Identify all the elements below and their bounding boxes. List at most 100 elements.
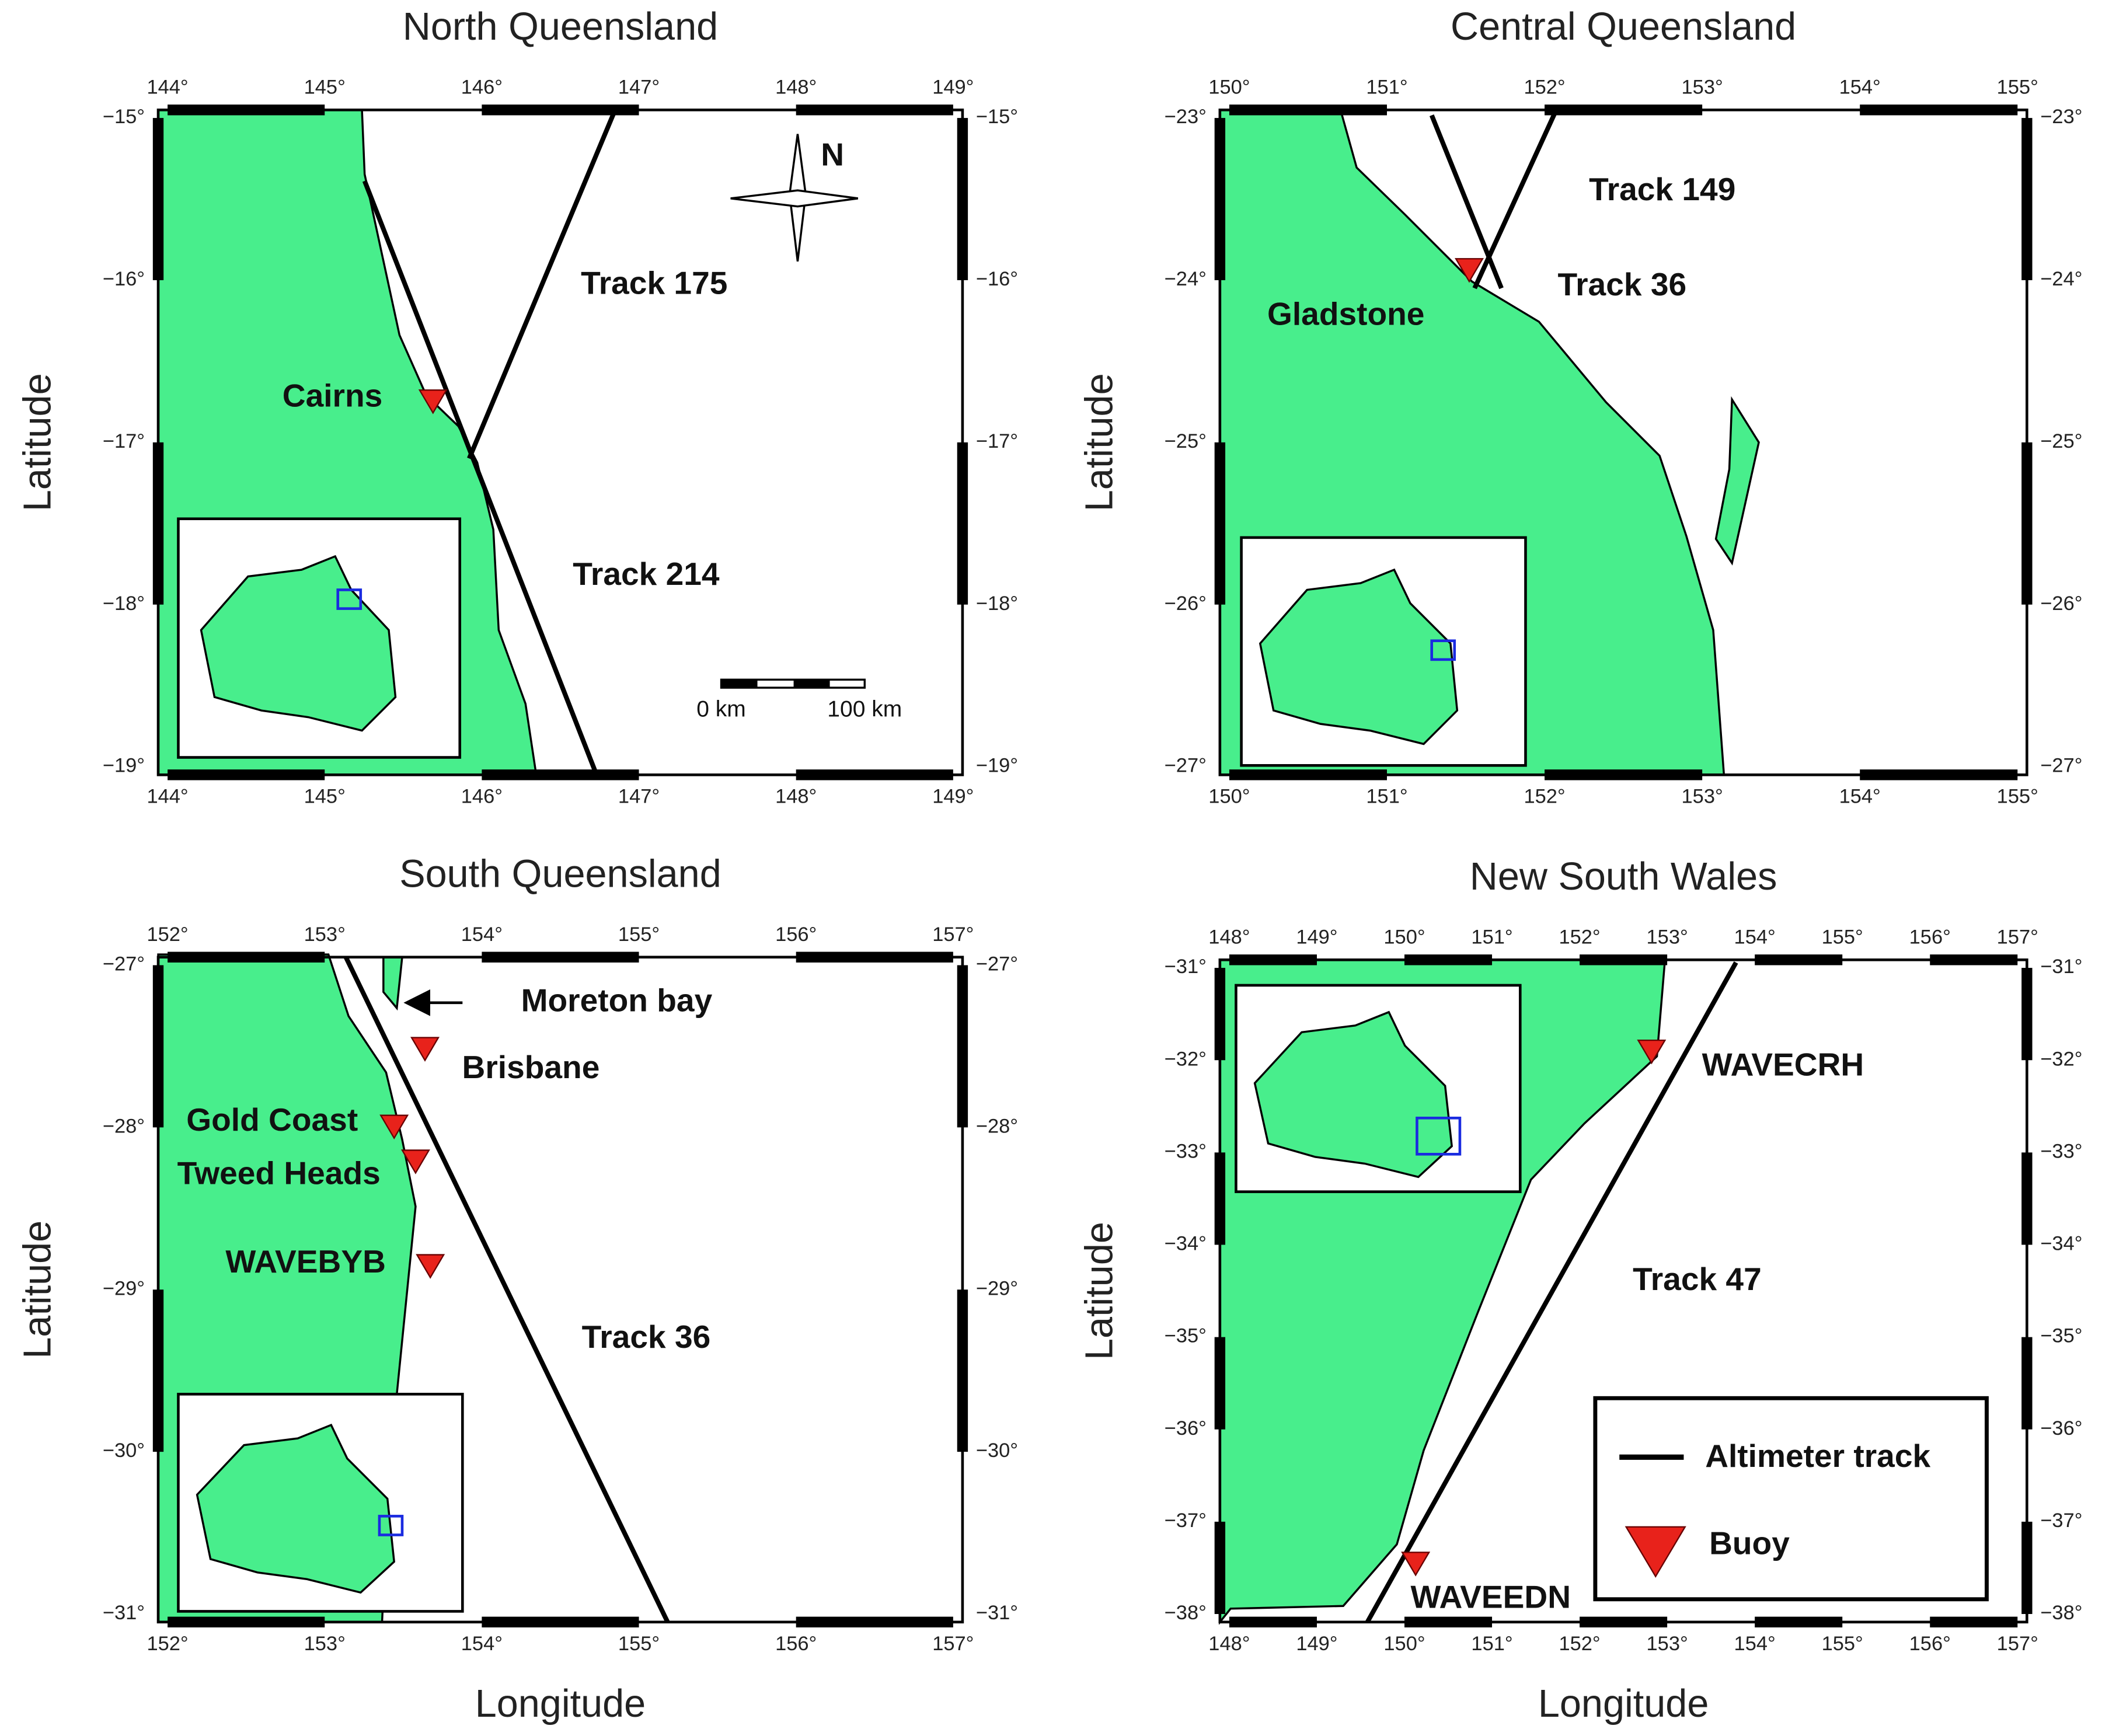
frame-bar [1214,968,1226,1061]
buoy [410,1037,440,1062]
lon-tick-label: 146° [461,76,503,99]
frame-bar [168,1616,325,1627]
lon-tick-label: 153° [1647,1633,1688,1655]
lon-tick-label: 150° [1383,1633,1425,1655]
map-label: Brisbane [462,1049,600,1085]
panel-title: Central Queensland [1451,5,1796,48]
frame-bar [796,1616,953,1627]
lon-tick-label: 157° [932,1633,974,1655]
lon-tick-label: 154° [1734,1633,1776,1655]
lon-tick-label: 150° [1208,786,1250,808]
lat-tick-label: −34° [1165,1233,1207,1255]
lat-tick-label: −24° [2040,268,2082,290]
lon-tick-label: 150° [1383,926,1425,949]
frame-bar [152,118,164,280]
lat-tick-label: −17° [976,430,1018,452]
lat-tick-label: −33° [1165,1140,1207,1162]
frame-bar [1229,1616,1317,1627]
lat-tick-label: −32° [2040,1048,2082,1070]
lon-tick-label: 150° [1208,76,1250,99]
panel-title: North Queensland [403,5,718,48]
frame-bar [1214,1337,1226,1430]
frame-bar [1404,954,1493,965]
lat-tick-label: −31° [2040,956,2082,978]
frame-bar [1930,954,2018,965]
lat-tick-label: −16° [976,268,1018,290]
frame-bar [957,965,968,1128]
frame-bar [1545,769,1703,780]
x-axis-label: Longitude [1538,1682,1709,1725]
map-south-queensland [157,953,670,1623]
frame-bar [2021,1521,2033,1615]
lon-tick-label: 145° [304,76,346,99]
lat-tick-label: −37° [1165,1510,1207,1532]
lat-tick-label: −29° [976,1277,1018,1299]
map-label: Cairns [283,378,383,414]
map-label: WAVEBYB [225,1243,386,1280]
buoy [416,1254,445,1279]
map-new-south-wales [1219,958,1989,1625]
frame-bar [796,104,953,116]
lat-tick-label: −38° [2040,1602,2082,1624]
frame-bar [1214,1521,1226,1615]
lon-tick-label: 155° [618,923,660,946]
legend-label: Buoy [1709,1525,1790,1561]
lon-tick-label: 153° [304,923,346,946]
frame-bar [796,951,953,963]
frame-bar [957,1289,968,1452]
map-label: Gold Coast [186,1101,358,1138]
lon-tick-label: 151° [1366,76,1407,99]
lat-tick-label: −36° [2040,1417,2082,1439]
north-label: N [821,136,844,172]
inset [177,517,462,759]
frame-bar [1229,104,1388,116]
lon-tick-label: 157° [1997,926,2038,949]
lon-tick-label: 149° [932,786,974,808]
inset [177,1393,464,1613]
map-label: Track 214 [573,556,720,592]
lon-tick-label: 152° [1559,1633,1600,1655]
frame-bar [957,118,968,280]
frame-bar [1860,104,2018,116]
map-label: Track 149 [1589,171,1735,207]
lon-tick-label: 148° [1208,926,1250,949]
lat-tick-label: −16° [103,268,145,290]
lat-tick-label: −30° [103,1439,145,1462]
map-central-queensland [1219,109,1760,776]
frame-bar [2021,1337,2033,1430]
lon-tick-label: 154° [1734,926,1776,949]
frame-bar [1214,442,1226,605]
north-arrow [730,134,859,262]
scale-label: 0 km [696,696,746,721]
lat-tick-label: −26° [2040,592,2082,615]
lon-tick-label: 156° [1909,1633,1951,1655]
frame-bar [1580,954,1668,965]
lon-tick-label: 147° [618,76,660,99]
lon-tick-label: 152° [147,923,188,946]
lat-tick-label: −31° [976,1602,1018,1624]
frame-bar [482,1616,639,1627]
frame-bar [168,104,325,116]
inset [1235,984,1522,1193]
inset [1240,536,1527,767]
lat-tick-label: −24° [1165,268,1207,290]
frame-bar [1860,769,2018,780]
frame-bar [1580,1616,1668,1627]
frame-bar [168,769,325,780]
frame-bar [1930,1616,2018,1627]
legend [1593,1396,1989,1602]
lat-tick-label: −18° [103,592,145,615]
buoy [379,1114,409,1140]
lat-tick-label: −19° [976,755,1018,777]
lon-tick-label: 155° [1997,786,2038,808]
lat-tick-label: −25° [2040,430,2082,452]
lat-tick-label: −27° [103,953,145,975]
lon-tick-label: 157° [932,923,974,946]
lon-tick-label: 156° [775,923,817,946]
map-label: Track 36 [1557,266,1686,302]
lat-tick-label: −36° [1165,1417,1207,1439]
lat-tick-label: −28° [976,1115,1018,1137]
frame-bar [482,769,639,780]
lat-tick-label: −33° [2040,1140,2082,1162]
